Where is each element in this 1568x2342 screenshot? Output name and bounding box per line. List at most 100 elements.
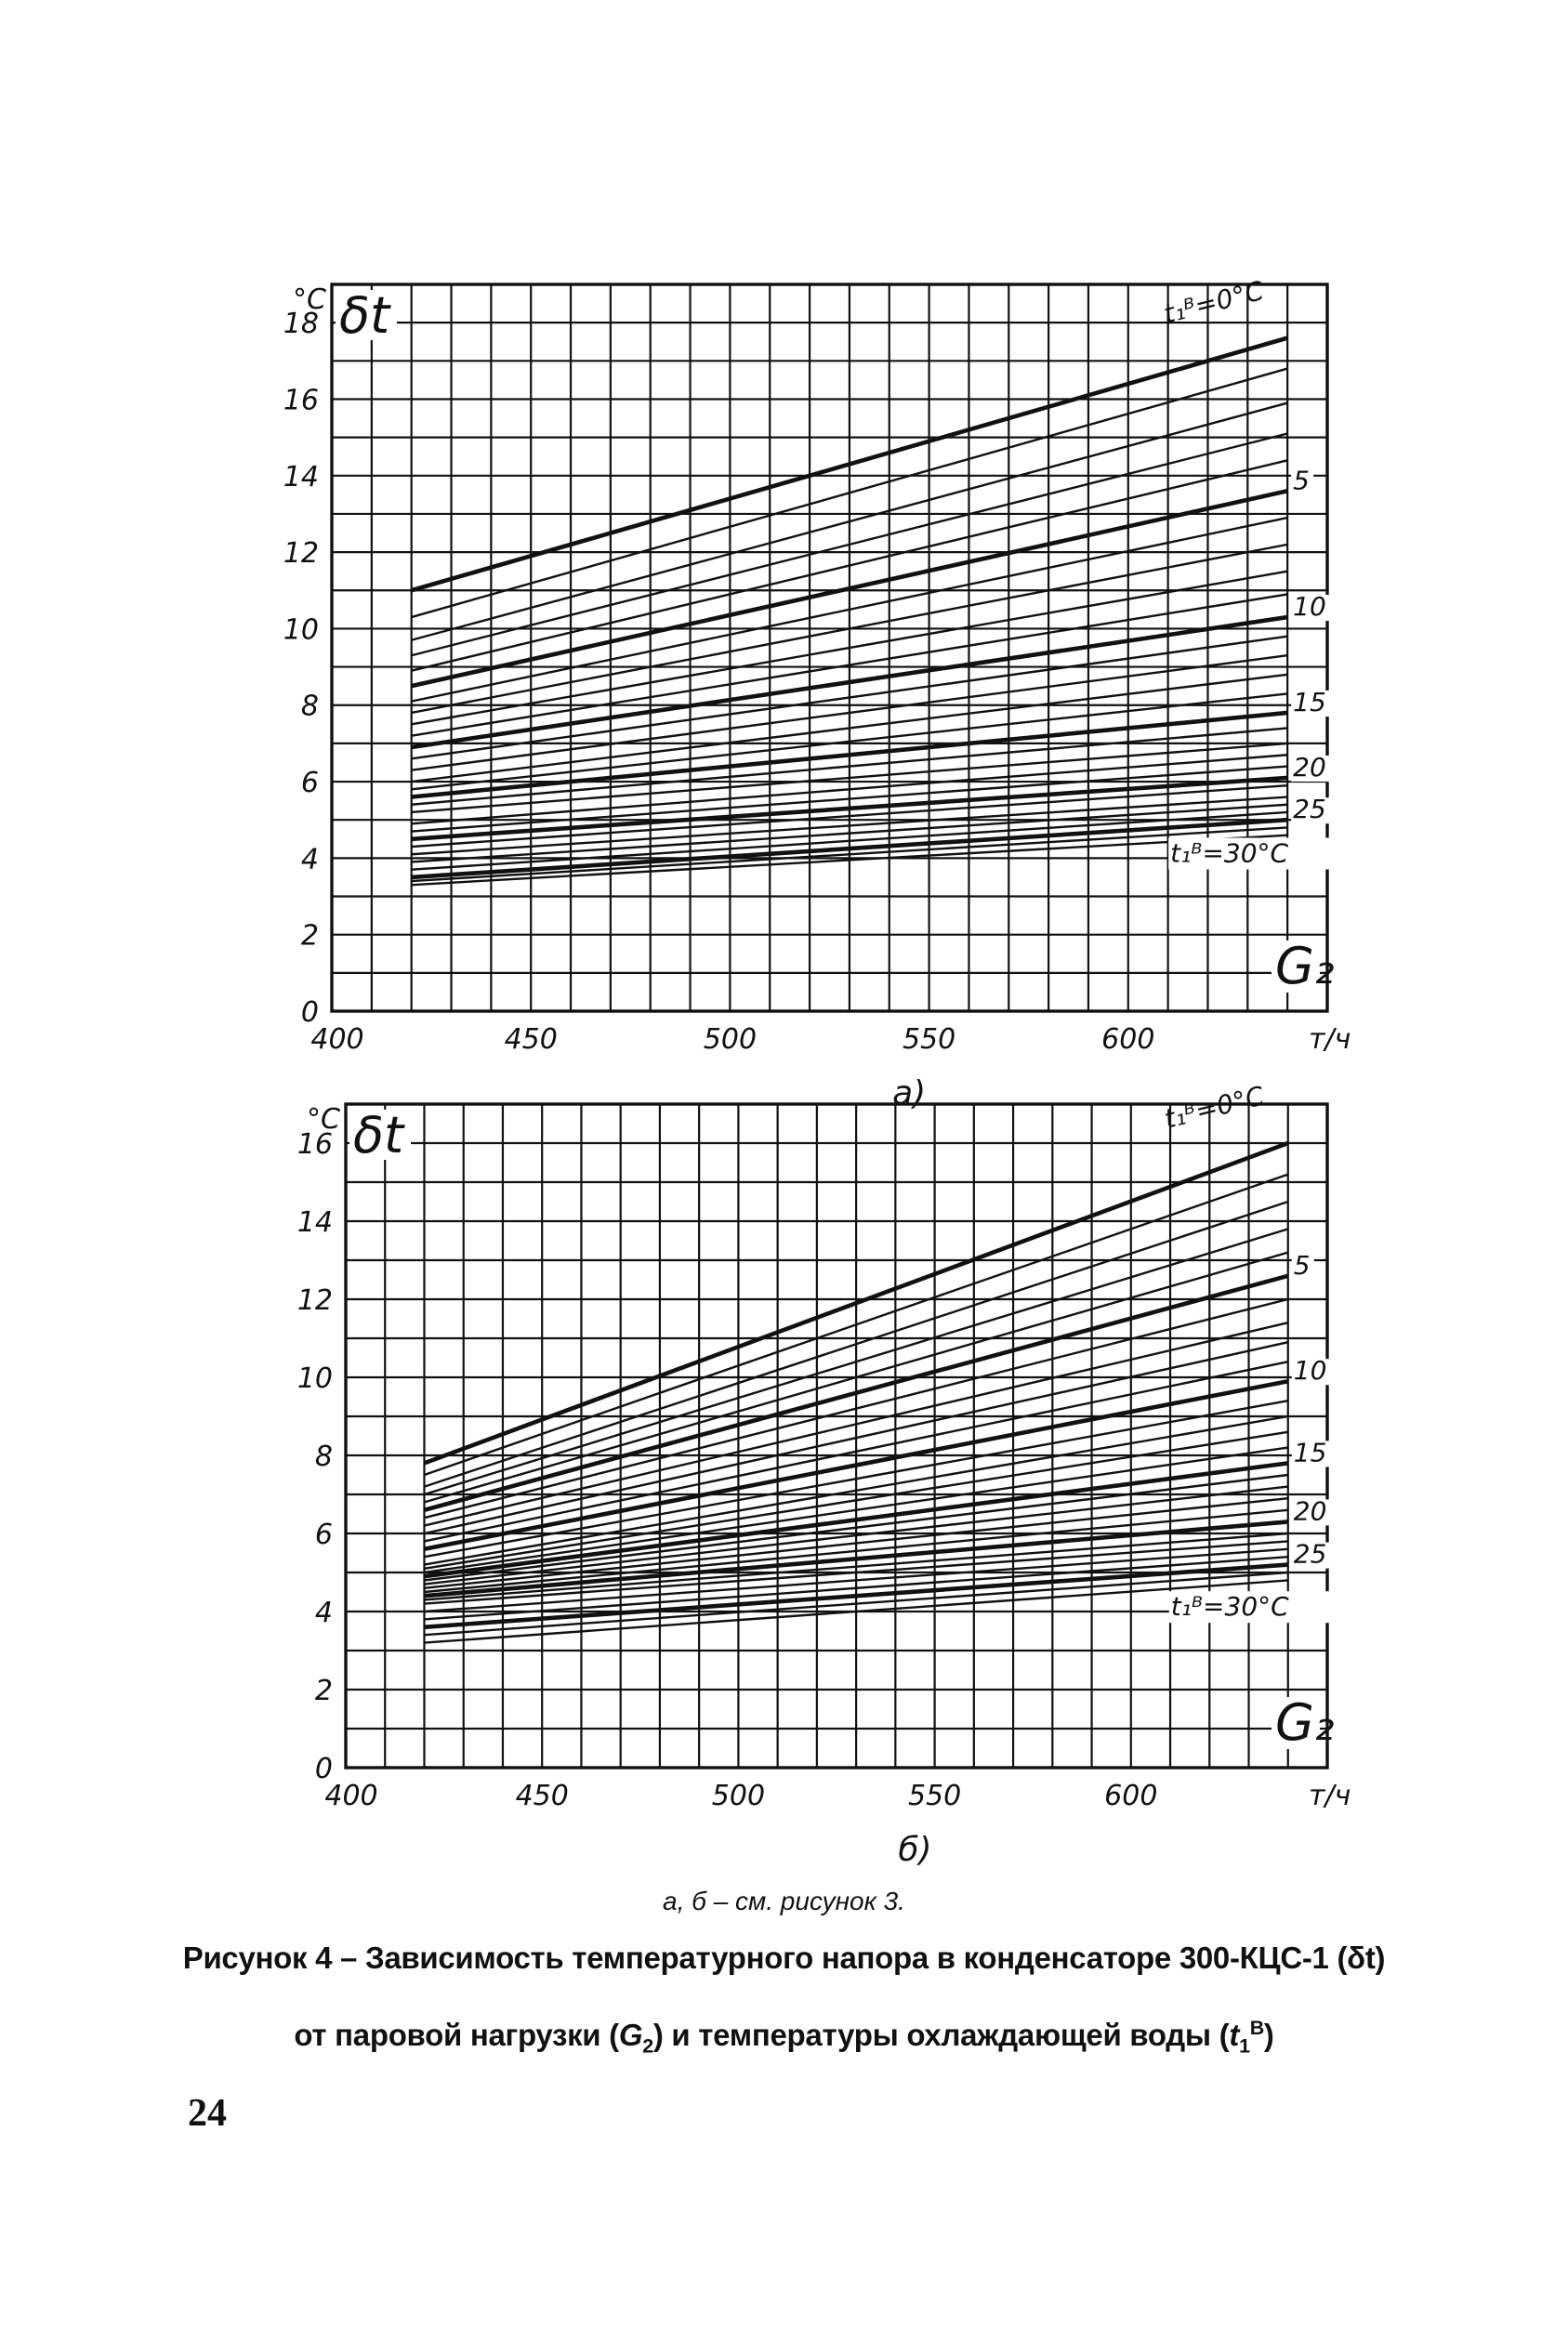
- series-line: [411, 742, 1288, 814]
- x-tick-label: 600: [1101, 1023, 1154, 1056]
- series-line: [424, 1341, 1289, 1535]
- series-end-label: 15: [1293, 687, 1326, 717]
- series-line: [424, 1520, 1288, 1599]
- series-end-label: 25: [1294, 1539, 1327, 1570]
- series-line: [411, 754, 1288, 825]
- x-tick-label: 400: [310, 1023, 363, 1056]
- figure-caption-line1: Рисунок 4 – Зависимость температурного н…: [182, 1941, 1386, 1975]
- series-end-label: 5: [1293, 465, 1310, 495]
- series-line: [424, 1173, 1289, 1477]
- caption-g-symbol: G: [618, 2018, 643, 2052]
- series-line: [411, 826, 1288, 883]
- series-line: [411, 817, 1288, 880]
- series-line: [424, 1297, 1289, 1520]
- series-line: [411, 489, 1288, 689]
- series-line: [424, 1461, 1289, 1579]
- x-tick-label: 450: [516, 1780, 569, 1812]
- y-tick-label: 4: [301, 843, 319, 875]
- series-line: [424, 1430, 1288, 1570]
- plot-frame: [330, 283, 1329, 1013]
- series-end-label: 10: [1294, 1355, 1327, 1386]
- series-line: [424, 1228, 1289, 1496]
- series-label-bottom: t₁ᴮ=30°С: [1170, 837, 1288, 868]
- series-line: [424, 1200, 1289, 1488]
- series-line: [424, 1378, 1289, 1552]
- figure-caption-line2: от паровой нагрузки (G2) и температуры о…: [0, 2017, 1568, 2059]
- series-line: [411, 803, 1288, 863]
- y-tick-label: 14: [297, 1206, 333, 1239]
- series-line: [411, 635, 1288, 760]
- series-line: [411, 401, 1288, 641]
- series-line: [423, 1273, 1289, 1513]
- y-tick-label: 0: [301, 996, 319, 1029]
- y-tick-label: 18: [283, 308, 319, 340]
- y-symbol-background: [336, 290, 397, 340]
- series-label-bottom: t₁ᴮ=30°С: [1171, 1591, 1289, 1622]
- y-axis-unit: °С: [293, 283, 326, 316]
- series-line: [411, 570, 1288, 726]
- series-end-label-background: [1291, 468, 1314, 495]
- series-line: [424, 1571, 1288, 1637]
- x-tick-label: 400: [324, 1780, 377, 1812]
- series-end-label: 20: [1293, 752, 1326, 783]
- y-tick-label: 12: [283, 537, 319, 570]
- series-end-label-background: [1291, 595, 1331, 622]
- series-line: [424, 1361, 1289, 1543]
- series-line: [411, 775, 1288, 842]
- caption-t-subscript: 1: [1239, 2034, 1250, 2058]
- chart-a: 0 2 4 6 8 10 12 14 16 18 400 450 500 550 600 °С δt G₂ т/ч 5…: [283, 275, 1351, 1112]
- chart-b: 0 2 4 6 8 10 12 14 16 400 450 500 550 600 °С δt G₂ т/ч 5 10…: [297, 1080, 1351, 1869]
- series-line: [424, 1556, 1288, 1621]
- series-line: [411, 727, 1288, 806]
- x-symbol-background: [1272, 1697, 1320, 1749]
- series-end-label-background: [1291, 1441, 1331, 1467]
- y-tick-label: 2: [301, 920, 319, 953]
- series-end-label-background: [1291, 1499, 1331, 1526]
- figure-note: а, б – см. рисунок 3.: [663, 1887, 905, 1915]
- x-axis-symbol: G₂: [1275, 937, 1335, 995]
- x-axis-unit: т/ч: [1309, 1023, 1351, 1056]
- x-tick-label: 450: [505, 1023, 558, 1056]
- series-line: [411, 432, 1288, 657]
- y-axis-symbol: δt: [339, 286, 391, 345]
- x-tick-label: 550: [903, 1023, 955, 1056]
- panel-label: а): [892, 1074, 926, 1112]
- series-line: [424, 1497, 1288, 1589]
- caption-part-3: ): [1263, 2018, 1274, 2052]
- series-line: [424, 1414, 1288, 1566]
- series-end-label: 20: [1294, 1495, 1327, 1526]
- series-label-bottom-background: [1168, 1591, 1340, 1624]
- series-line: [411, 367, 1288, 619]
- series-line: [423, 1140, 1289, 1466]
- series-line: [411, 692, 1288, 791]
- series-line: [424, 1508, 1288, 1594]
- caption-t-superscript: В: [1249, 2017, 1264, 2039]
- series-line: [424, 1485, 1288, 1585]
- series-end-label-background: [1291, 797, 1331, 824]
- plot-frame: [344, 1102, 1329, 1770]
- series-line: [411, 516, 1288, 703]
- x-axis-symbol: G₂: [1275, 1693, 1335, 1752]
- series-line: [411, 796, 1288, 856]
- y-tick-label: 0: [315, 1753, 333, 1785]
- series-line: [411, 834, 1288, 887]
- series-end-label-background: [1291, 690, 1331, 717]
- series-line: [424, 1547, 1288, 1613]
- y-tick-label: 6: [301, 767, 319, 799]
- y-symbol-background: [349, 1110, 411, 1160]
- y-tick-label: 8: [315, 1441, 333, 1473]
- x-axis-unit: т/ч: [1309, 1780, 1351, 1812]
- y-tick-label: 14: [283, 461, 319, 493]
- y-tick-label: 8: [301, 691, 319, 723]
- series-label-bottom-background: [1168, 837, 1340, 870]
- series-end-label: 15: [1294, 1437, 1327, 1467]
- x-tick-label: 600: [1104, 1780, 1157, 1812]
- series-line: [424, 1446, 1288, 1574]
- x-symbol-background: [1272, 941, 1320, 993]
- y-tick-label: 16: [297, 1128, 333, 1161]
- x-tick-label: 500: [704, 1023, 757, 1056]
- y-tick-label: 2: [315, 1675, 333, 1707]
- series-end-label: 10: [1293, 591, 1326, 622]
- y-tick-label: 4: [315, 1597, 333, 1629]
- series-line: [424, 1473, 1288, 1582]
